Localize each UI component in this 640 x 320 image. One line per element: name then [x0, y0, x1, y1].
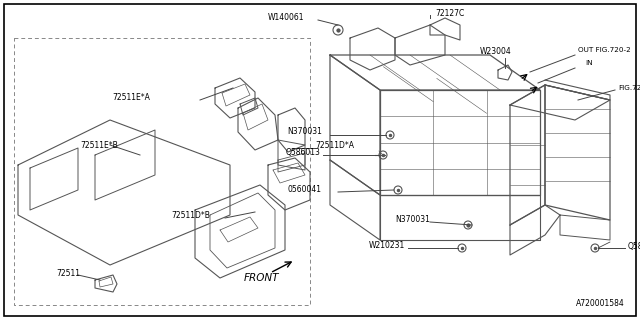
Text: Q586013: Q586013: [285, 148, 320, 157]
Text: Q586013: Q586013: [628, 242, 640, 251]
Text: 0560041: 0560041: [288, 186, 322, 195]
Text: 72127C: 72127C: [435, 10, 464, 19]
Text: 72511E*B: 72511E*B: [80, 140, 118, 149]
Text: N370031: N370031: [287, 126, 322, 135]
Text: N370031: N370031: [395, 215, 430, 225]
Text: 72511D*A: 72511D*A: [315, 141, 354, 150]
Text: 72511: 72511: [56, 268, 80, 277]
Text: W210231: W210231: [369, 242, 405, 251]
Text: OUT FIG.720-2: OUT FIG.720-2: [578, 47, 631, 53]
Text: W140061: W140061: [268, 13, 305, 22]
Text: 72511E*A: 72511E*A: [112, 92, 150, 101]
Text: FRONT: FRONT: [244, 273, 280, 283]
Text: 72511D*B: 72511D*B: [171, 211, 210, 220]
Text: FIG.720-3: FIG.720-3: [618, 85, 640, 91]
Text: W23004: W23004: [480, 47, 512, 57]
Text: IN: IN: [585, 60, 593, 66]
Text: A720001584: A720001584: [576, 299, 625, 308]
